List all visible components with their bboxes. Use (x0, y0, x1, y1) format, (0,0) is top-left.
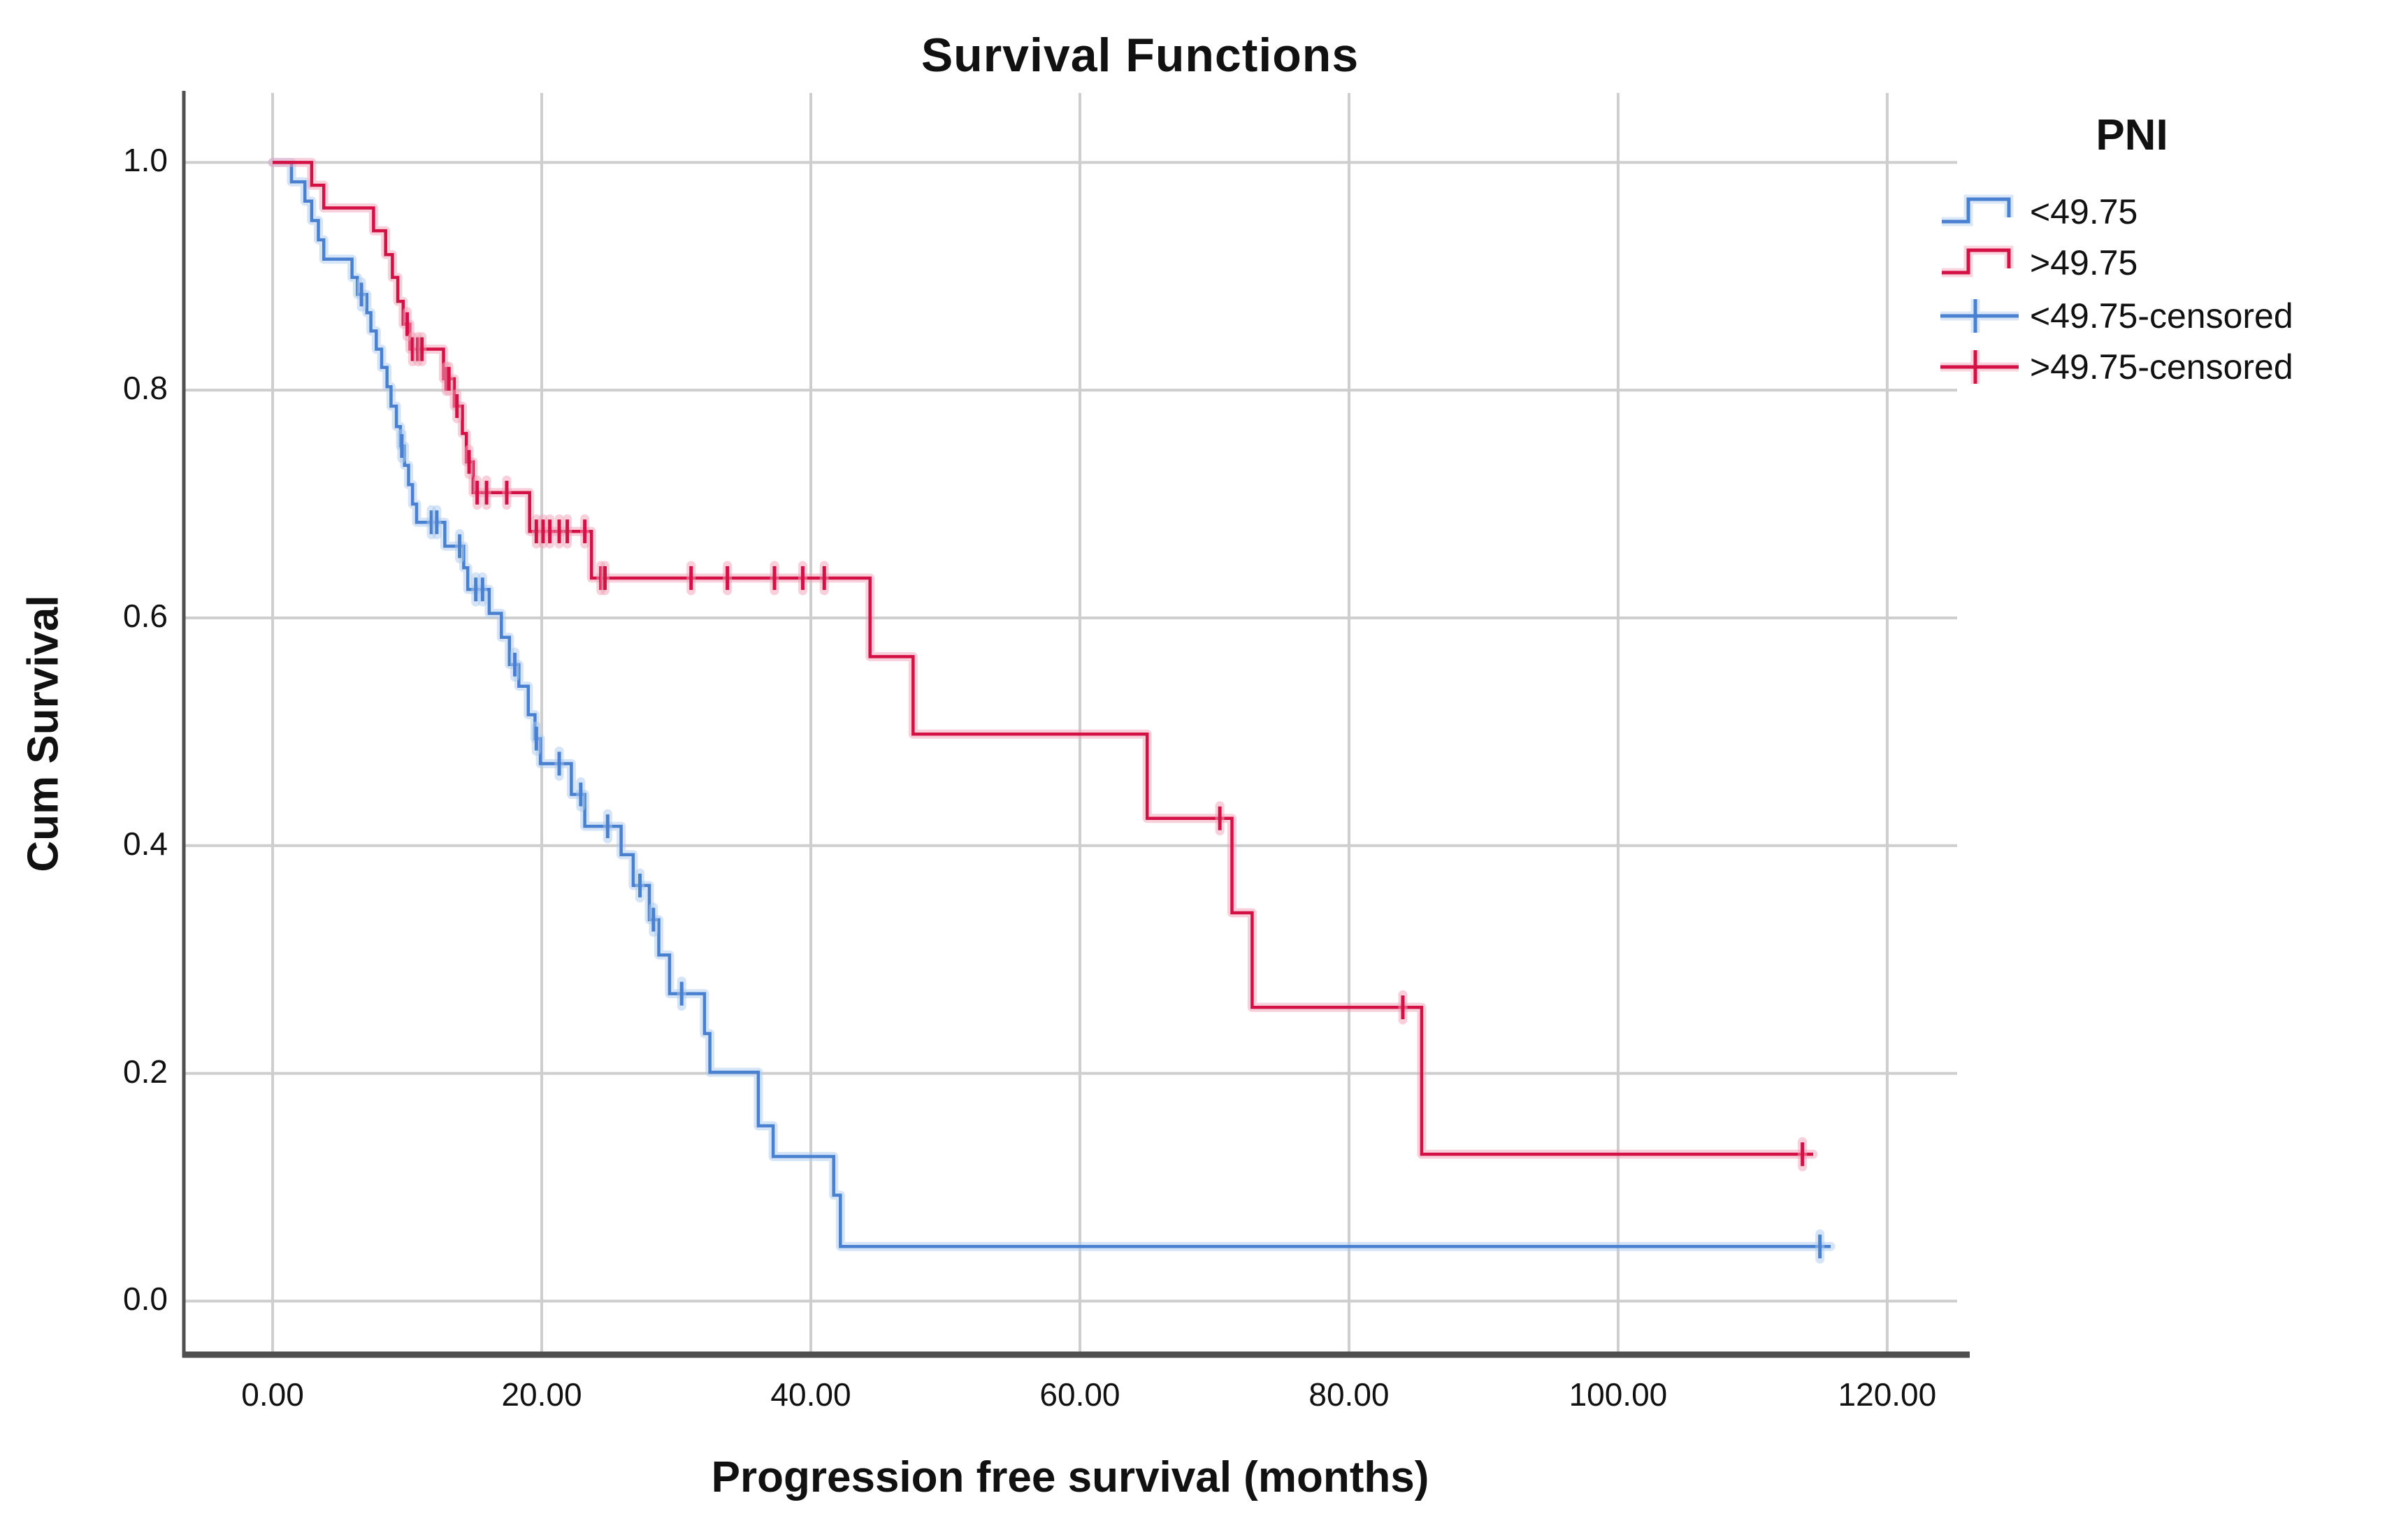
step-line-icon (1942, 245, 2014, 278)
x-tick-label: 100.00 (1569, 1376, 1668, 1413)
legend-entry: >49.75 (1938, 240, 2137, 285)
legend-entry: <49.75 (1938, 189, 2137, 234)
legend-entry-label: <49.75-censored (2030, 296, 2293, 336)
x-axis-title: Progression free survival (months) (711, 1453, 1429, 1501)
censor-plus-icon (1940, 350, 2019, 384)
chart-title: Survival Functions (921, 29, 1360, 82)
y-tick-label: 0.6 (123, 597, 168, 634)
series-curve-0 (268, 157, 1836, 1251)
y-tick-label: 0.4 (123, 825, 168, 862)
censor-plus-icon (1940, 299, 2019, 333)
legend-entry: <49.75-censored (1938, 294, 2293, 338)
legend-entry-label: >49.75-censored (2030, 347, 2293, 387)
legend-entry-label: <49.75 (2030, 192, 2138, 231)
censor-marks-0 (356, 277, 1825, 1264)
legend-entry-label: >49.75 (2030, 243, 2138, 282)
x-tick-label: 0.00 (241, 1376, 304, 1413)
x-tick-label: 40.00 (770, 1376, 851, 1413)
x-tick-label: 120.00 (1838, 1376, 1937, 1413)
censor-marks-1 (403, 307, 1808, 1172)
legend-title: PNI (2096, 111, 2168, 159)
x-tick-label: 60.00 (1039, 1376, 1120, 1413)
y-tick-label: 0.0 (123, 1281, 168, 1318)
step-line-icon (1942, 194, 2014, 226)
series-curve-1 (268, 157, 1818, 1159)
legend-entry: >49.75-censored (1938, 345, 2293, 389)
y-tick-label: 0.2 (123, 1053, 168, 1090)
y-tick-label: 1.0 (123, 142, 168, 179)
gridlines (184, 93, 1957, 1355)
y-tick-label: 0.8 (123, 370, 168, 407)
x-tick-label: 20.00 (501, 1376, 582, 1413)
x-tick-label: 80.00 (1308, 1376, 1390, 1413)
